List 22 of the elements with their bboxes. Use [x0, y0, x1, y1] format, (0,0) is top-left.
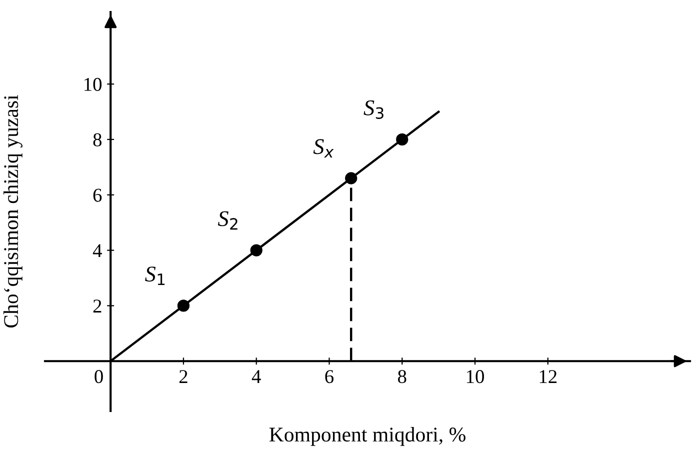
annotation: S$_{x}$	[313, 139, 334, 158]
y-tick-label: 8	[93, 133, 102, 146]
annotation: S$_{3}$	[364, 100, 384, 119]
annotation: S$_{2}$	[218, 211, 238, 230]
y-tick-label: 10	[84, 78, 102, 91]
point	[345, 172, 358, 184]
x-axis-title: Komponent miqdori, %	[269, 426, 466, 446]
annotation: S$_{1}$	[145, 266, 165, 286]
y-tick-label: 6	[93, 188, 102, 202]
point	[396, 133, 408, 146]
y-axis-title: Cho‘qqisimon chiziq yuzasi	[3, 95, 22, 328]
x-tick-label: 10	[466, 370, 484, 384]
point	[177, 300, 190, 312]
x-tick-label: 2	[179, 370, 188, 383]
x-tick-label: 12	[540, 370, 557, 383]
x-tick-label: 0	[94, 370, 103, 384]
y-tick-label: 2	[93, 300, 102, 312]
y-tick-label: 4	[92, 244, 102, 258]
x-tick-label: 8	[398, 370, 406, 384]
point	[250, 244, 262, 256]
x-tick-label: 4	[252, 370, 261, 383]
x-tick-label: 6	[325, 370, 334, 384]
